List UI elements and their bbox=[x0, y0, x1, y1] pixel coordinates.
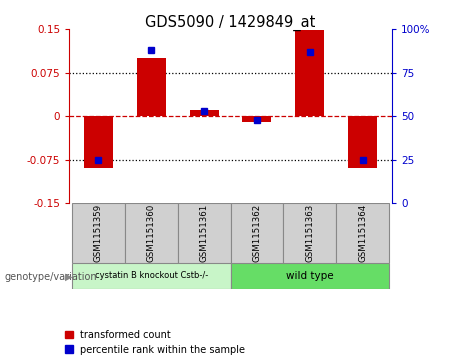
Bar bbox=[284, 203, 337, 263]
Bar bbox=[136, 58, 165, 116]
Bar bbox=[296, 30, 325, 116]
Bar bbox=[337, 203, 389, 263]
Bar bbox=[348, 116, 377, 168]
Text: GSM1151362: GSM1151362 bbox=[253, 204, 261, 262]
Bar bbox=[177, 203, 230, 263]
Bar bbox=[124, 203, 177, 263]
Text: GSM1151364: GSM1151364 bbox=[358, 204, 367, 262]
Bar bbox=[242, 116, 272, 122]
Text: GSM1151359: GSM1151359 bbox=[94, 204, 103, 262]
Text: GSM1151363: GSM1151363 bbox=[305, 204, 314, 262]
Text: wild type: wild type bbox=[286, 271, 334, 281]
Bar bbox=[189, 110, 219, 116]
Text: GSM1151361: GSM1151361 bbox=[200, 204, 208, 262]
Text: GDS5090 / 1429849_at: GDS5090 / 1429849_at bbox=[145, 15, 316, 31]
Bar bbox=[84, 116, 113, 168]
Legend: transformed count, percentile rank within the sample: transformed count, percentile rank withi… bbox=[65, 330, 245, 355]
Bar bbox=[230, 263, 389, 289]
Text: genotype/variation: genotype/variation bbox=[5, 272, 97, 282]
Bar bbox=[230, 203, 284, 263]
Text: cystatin B knockout Cstb-/-: cystatin B knockout Cstb-/- bbox=[95, 272, 208, 280]
Text: ▶: ▶ bbox=[65, 272, 72, 282]
Bar bbox=[72, 263, 230, 289]
Bar bbox=[72, 203, 124, 263]
Text: GSM1151360: GSM1151360 bbox=[147, 204, 156, 262]
